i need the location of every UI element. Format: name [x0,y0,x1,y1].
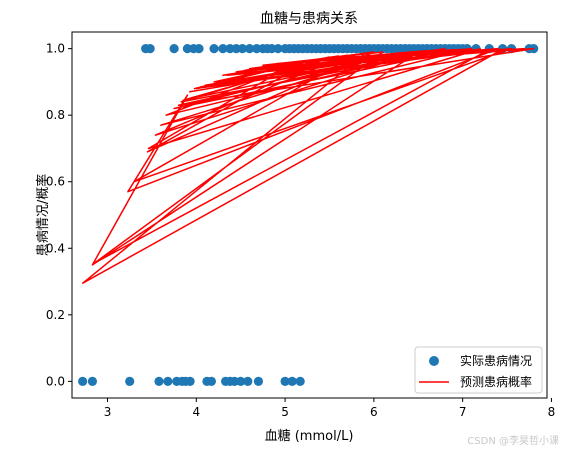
chart-title: 血糖与患病关系 [260,11,358,27]
scatter-point [253,376,264,386]
prediction-line [81,47,535,284]
legend-label-line: 预测患病概率 [460,374,532,389]
y-tick-label: 0.4 [46,241,65,255]
legend-marker-scatter [429,356,439,366]
scatter-point [237,44,248,54]
x-axis-title: 血糖 (mmol/L) [265,428,354,444]
x-tick-label: 4 [192,405,200,419]
scatter-point [206,376,216,386]
scatter-point [169,44,179,54]
scatter-point [273,44,283,54]
x-tick-label: 7 [459,405,467,419]
plot-frame [71,31,548,399]
y-tick-label: 0.0 [46,374,65,388]
x-tick-label: 5 [281,405,289,419]
scatter-point [154,376,164,386]
scatter-point [295,376,305,386]
scatter-point [243,376,253,386]
x-tick-label: 8 [548,405,556,419]
scatter-point [163,376,173,386]
scatter-point [78,376,88,386]
scatter-point [287,376,297,386]
scatter-point [194,44,204,54]
axes: 3 4 5 6 7 8 0.0 0.2 0.4 0.6 0.8 1.0 [46,42,555,419]
y-tick-label: 0.8 [46,108,65,122]
x-tick-label: 3 [104,405,112,419]
legend-label-scatter: 实际患病情况 [460,353,532,368]
scatter-point [125,376,135,386]
y-tick-label: 0.6 [46,175,65,189]
scatter-point [145,44,155,54]
scatter-point [244,44,255,54]
y-tick-label: 1.0 [46,42,65,56]
scatter-point [185,376,195,386]
scatter-point [236,376,246,386]
y-tick-label: 0.2 [46,308,65,322]
scatter-point [87,376,98,386]
watermark: CSDN @李昊哲小课 [467,436,559,447]
scatter-point [280,376,290,386]
x-tick-label: 6 [370,405,378,419]
legend: 实际患病情况 预测患病概率 [414,346,543,394]
y-axis-title: 患病情况/概率 [35,174,51,256]
plot-marks [78,44,539,386]
scatter-point [218,44,228,54]
scatter-point [209,44,219,54]
